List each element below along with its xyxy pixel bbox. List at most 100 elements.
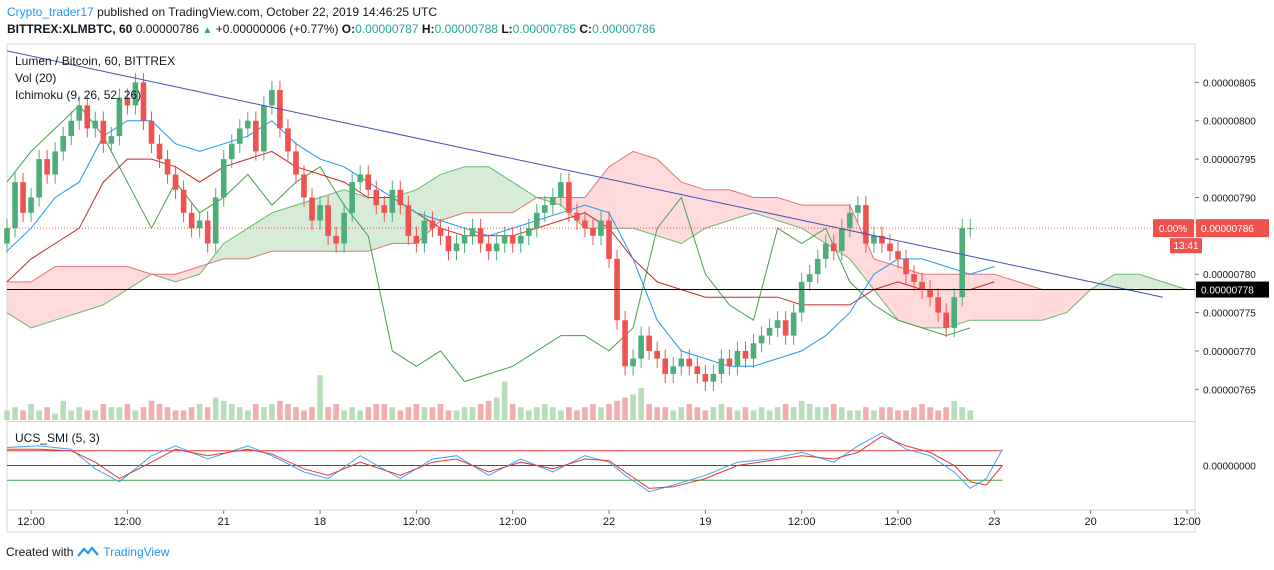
volume-bar [84,410,91,420]
candle-down [742,350,749,359]
volume-bar [630,394,636,420]
candle-up [798,281,805,313]
candle-up [220,159,227,198]
candle-up [734,350,741,367]
volume-bar [477,404,484,420]
volume-bar [622,397,628,420]
candle-up [52,151,58,175]
price-tick-label: 0.00000790 [1203,193,1256,204]
cloud-segment [167,274,176,282]
candle-up [261,105,267,152]
cloud-segment [1130,274,1139,290]
candle-down [895,251,901,259]
cloud-segment [15,281,24,323]
candle-down [253,120,259,152]
tradingview-brand[interactable]: TradingView [103,545,170,559]
cloud-segment [360,194,369,252]
cloud-segment [296,202,304,252]
cloud-segment [143,271,152,280]
cloud-segment [271,210,280,252]
candle-down [44,159,50,175]
volume-bar [261,407,267,420]
volume-bar [847,410,853,420]
low-value: 0.00000785 [512,22,577,36]
candle-up [236,128,243,144]
cloud-segment [95,266,104,308]
volume-bar [959,407,966,420]
cloud-segment [223,238,232,259]
close-label: C: [579,22,593,36]
time-tick-label: 22 [603,516,615,528]
volume-bar [710,407,717,420]
candle-down [726,358,733,367]
cloud-segment [135,269,144,285]
horizontal-line-label: 0.00000778 [1201,286,1254,297]
volume-bar [758,407,765,420]
candle-down [20,182,26,213]
volume-bar [60,400,66,420]
cloud-segment [63,266,72,318]
candle-up [28,197,34,213]
cloud-segment [761,197,770,218]
candle-up [558,182,564,198]
volume-bar [236,407,243,420]
volume-legend[interactable]: Vol (20) [15,71,57,85]
cloud-segment [496,171,505,213]
candle-down [911,274,917,282]
candle-down [309,197,315,221]
cloud-segment [183,269,192,280]
volume-bar [349,407,355,420]
candle-down [582,220,588,229]
candle-up [108,136,115,144]
time-tick-label: 19 [699,516,711,528]
tradingview-logo-icon [77,546,100,557]
candle-up [493,243,500,252]
candle-down [188,212,195,229]
trendline [7,50,1163,298]
candle-up [196,220,203,229]
oscillator-legend[interactable]: UCS_SMI (5, 3) [15,431,100,445]
volume-bar [662,407,669,420]
volume-bar [814,407,821,420]
volume-bar [895,410,901,420]
candle-up [469,228,476,236]
cloud-segment [119,266,128,295]
volume-bar [365,407,372,420]
volume-bar [638,388,644,420]
cloud-segment [689,184,698,239]
volume-bar [44,407,50,420]
volume-bar [927,407,933,420]
candle-down [477,228,484,244]
candle-up [959,228,966,298]
volume-bar [293,407,299,420]
candle-up [421,220,428,244]
cloud-segment [1058,289,1067,316]
candle-up [806,274,813,282]
candle-up [12,182,18,229]
candle-down [606,220,612,259]
kijun-sen-line [6,150,995,306]
candle-down [590,228,596,236]
volume-bar [180,410,187,420]
candle-up [4,228,10,244]
cloud-segment [681,182,690,244]
volume-bar [517,407,524,420]
time-tick-label: 12:00 [114,516,142,528]
cloud-segment [231,233,240,259]
candle-up [357,174,363,183]
cloud-segment [191,266,200,277]
senkou-span-a-line [6,166,1188,329]
high-label: H: [421,22,435,36]
cloud-segment [127,266,136,290]
tenkan-sen-line [6,120,995,367]
volume-bar [646,404,652,420]
ichimoku-legend[interactable]: Ichimoku (9, 26, 52, 26) [15,88,142,102]
cloud-segment [7,281,15,318]
author-link[interactable]: Crypto_trader17 [7,5,94,19]
volume-bar [76,407,83,420]
volume-bar [397,410,404,420]
volume-bar [806,404,813,420]
volume-bar [670,410,677,420]
cloud-segment [512,182,521,213]
